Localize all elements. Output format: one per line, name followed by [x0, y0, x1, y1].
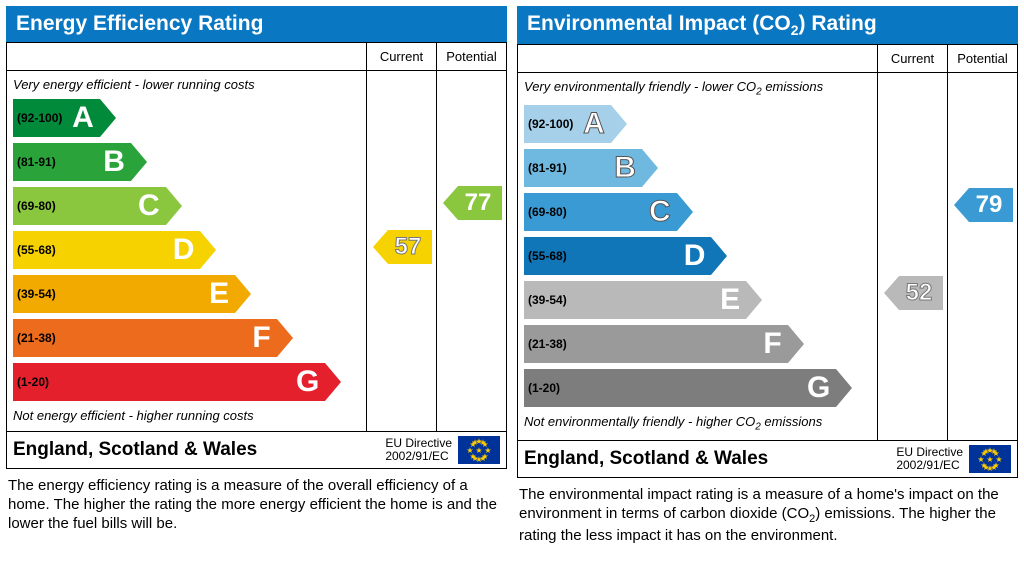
- band-bar-c: (69-80) C: [524, 193, 677, 231]
- band-bar-c: (69-80) C: [13, 187, 166, 225]
- band-range: (1-20): [524, 381, 560, 395]
- caption-bottom: Not energy efficient - higher running co…: [13, 406, 360, 429]
- band-range: (55-68): [524, 249, 567, 263]
- current-pointer: 57: [373, 230, 432, 264]
- band-letter: C: [138, 189, 160, 223]
- band-range: (21-38): [13, 331, 56, 345]
- band-letter: B: [103, 145, 125, 179]
- rating-charts-container: Energy Efficiency Rating Current Potenti…: [6, 6, 1018, 546]
- band-range: (39-54): [13, 287, 56, 301]
- current-column: 57: [366, 71, 436, 431]
- panel-title: Energy Efficiency Rating: [6, 6, 507, 42]
- band-range: (69-80): [524, 205, 567, 219]
- bars-column: Very environmentally friendly - lower CO…: [518, 73, 877, 440]
- panel-description: The energy efficiency rating is a measur…: [6, 469, 507, 533]
- rating-grid: Current Potential Very energy efficient …: [6, 42, 507, 469]
- band-row-b: (81-91) B: [13, 142, 360, 182]
- band-range: (69-80): [13, 199, 56, 213]
- header-row: Current Potential: [7, 43, 506, 71]
- band-letter: A: [72, 101, 94, 135]
- band-letter: A: [583, 107, 605, 141]
- band-letter: B: [614, 151, 636, 185]
- band-letter: C: [649, 195, 671, 229]
- band-bar-g: (1-20) G: [13, 363, 325, 401]
- band-letter: E: [720, 283, 740, 317]
- potential-pointer: 79: [954, 188, 1013, 222]
- band-bar-a: (92-100) A: [13, 99, 100, 137]
- col-current: Current: [366, 43, 436, 70]
- body-row: Very environmentally friendly - lower CO…: [518, 73, 1017, 440]
- band-row-e: (39-54) E: [524, 280, 871, 320]
- footer-row: England, Scotland & Wales EU Directive20…: [7, 431, 506, 468]
- band-range: (92-100): [13, 111, 62, 125]
- band-bar-d: (55-68) D: [524, 237, 711, 275]
- col-potential: Potential: [436, 43, 506, 70]
- band-letter: G: [807, 371, 830, 405]
- caption-bottom: Not environmentally friendly - higher CO…: [524, 412, 871, 439]
- current-pointer-value: 57: [388, 230, 432, 264]
- energy-efficiency-panel: Energy Efficiency Rating Current Potenti…: [6, 6, 507, 546]
- current-column: 52: [877, 73, 947, 440]
- band-letter: G: [296, 365, 319, 399]
- col-current: Current: [877, 45, 947, 72]
- band-letter: F: [252, 321, 270, 355]
- footer-row: England, Scotland & Wales EU Directive20…: [518, 440, 1017, 477]
- band-bar-b: (81-91) B: [524, 149, 642, 187]
- band-range: (81-91): [524, 161, 567, 175]
- potential-column: 77: [436, 71, 506, 431]
- band-range: (39-54): [524, 293, 567, 307]
- rating-grid: Current Potential Very environmentally f…: [517, 44, 1018, 478]
- band-row-e: (39-54) E: [13, 274, 360, 314]
- current-pointer: 52: [884, 276, 943, 310]
- region-label: England, Scotland & Wales: [524, 448, 896, 470]
- eu-flag-icon: [458, 436, 500, 464]
- bars-column: Very energy efficient - lower running co…: [7, 71, 366, 431]
- band-bar-e: (39-54) E: [13, 275, 235, 313]
- panel-title: Environmental Impact (CO2) Rating: [517, 6, 1018, 44]
- band-row-d: (55-68) D: [524, 236, 871, 276]
- band-bar-f: (21-38) F: [524, 325, 788, 363]
- band-row-f: (21-38) F: [524, 324, 871, 364]
- potential-pointer-value: 77: [458, 186, 502, 220]
- band-range: (21-38): [524, 337, 567, 351]
- band-row-c: (69-80) C: [524, 192, 871, 232]
- region-label: England, Scotland & Wales: [13, 439, 385, 461]
- band-bar-f: (21-38) F: [13, 319, 277, 357]
- band-row-c: (69-80) C: [13, 186, 360, 226]
- band-bar-d: (55-68) D: [13, 231, 200, 269]
- band-range: (81-91): [13, 155, 56, 169]
- panel-description: The environmental impact rating is a mea…: [517, 478, 1018, 545]
- band-range: (55-68): [13, 243, 56, 257]
- band-row-a: (92-100) A: [524, 104, 871, 144]
- band-row-f: (21-38) F: [13, 318, 360, 358]
- band-bar-b: (81-91) B: [13, 143, 131, 181]
- potential-pointer-value: 79: [969, 188, 1013, 222]
- band-range: (1-20): [13, 375, 49, 389]
- caption-top: Very energy efficient - lower running co…: [13, 75, 360, 98]
- band-letter: D: [684, 239, 706, 273]
- band-bar-g: (1-20) G: [524, 369, 836, 407]
- potential-pointer: 77: [443, 186, 502, 220]
- band-row-a: (92-100) A: [13, 98, 360, 138]
- band-bar-a: (92-100) A: [524, 105, 611, 143]
- directive-label: EU Directive2002/91/EC: [385, 437, 452, 463]
- current-pointer-value: 52: [899, 276, 943, 310]
- potential-column: 79: [947, 73, 1017, 440]
- col-potential: Potential: [947, 45, 1017, 72]
- body-row: Very energy efficient - lower running co…: [7, 71, 506, 431]
- header-row: Current Potential: [518, 45, 1017, 73]
- band-letter: E: [209, 277, 229, 311]
- band-row-b: (81-91) B: [524, 148, 871, 188]
- band-letter: F: [763, 327, 781, 361]
- band-row-g: (1-20) G: [524, 368, 871, 408]
- band-range: (92-100): [524, 117, 573, 131]
- caption-top: Very environmentally friendly - lower CO…: [524, 77, 871, 104]
- band-letter: D: [173, 233, 195, 267]
- band-row-d: (55-68) D: [13, 230, 360, 270]
- environmental-impact-panel: Environmental Impact (CO2) Rating Curren…: [517, 6, 1018, 546]
- eu-flag-icon: [969, 445, 1011, 473]
- directive-label: EU Directive2002/91/EC: [896, 446, 963, 472]
- band-bar-e: (39-54) E: [524, 281, 746, 319]
- band-row-g: (1-20) G: [13, 362, 360, 402]
